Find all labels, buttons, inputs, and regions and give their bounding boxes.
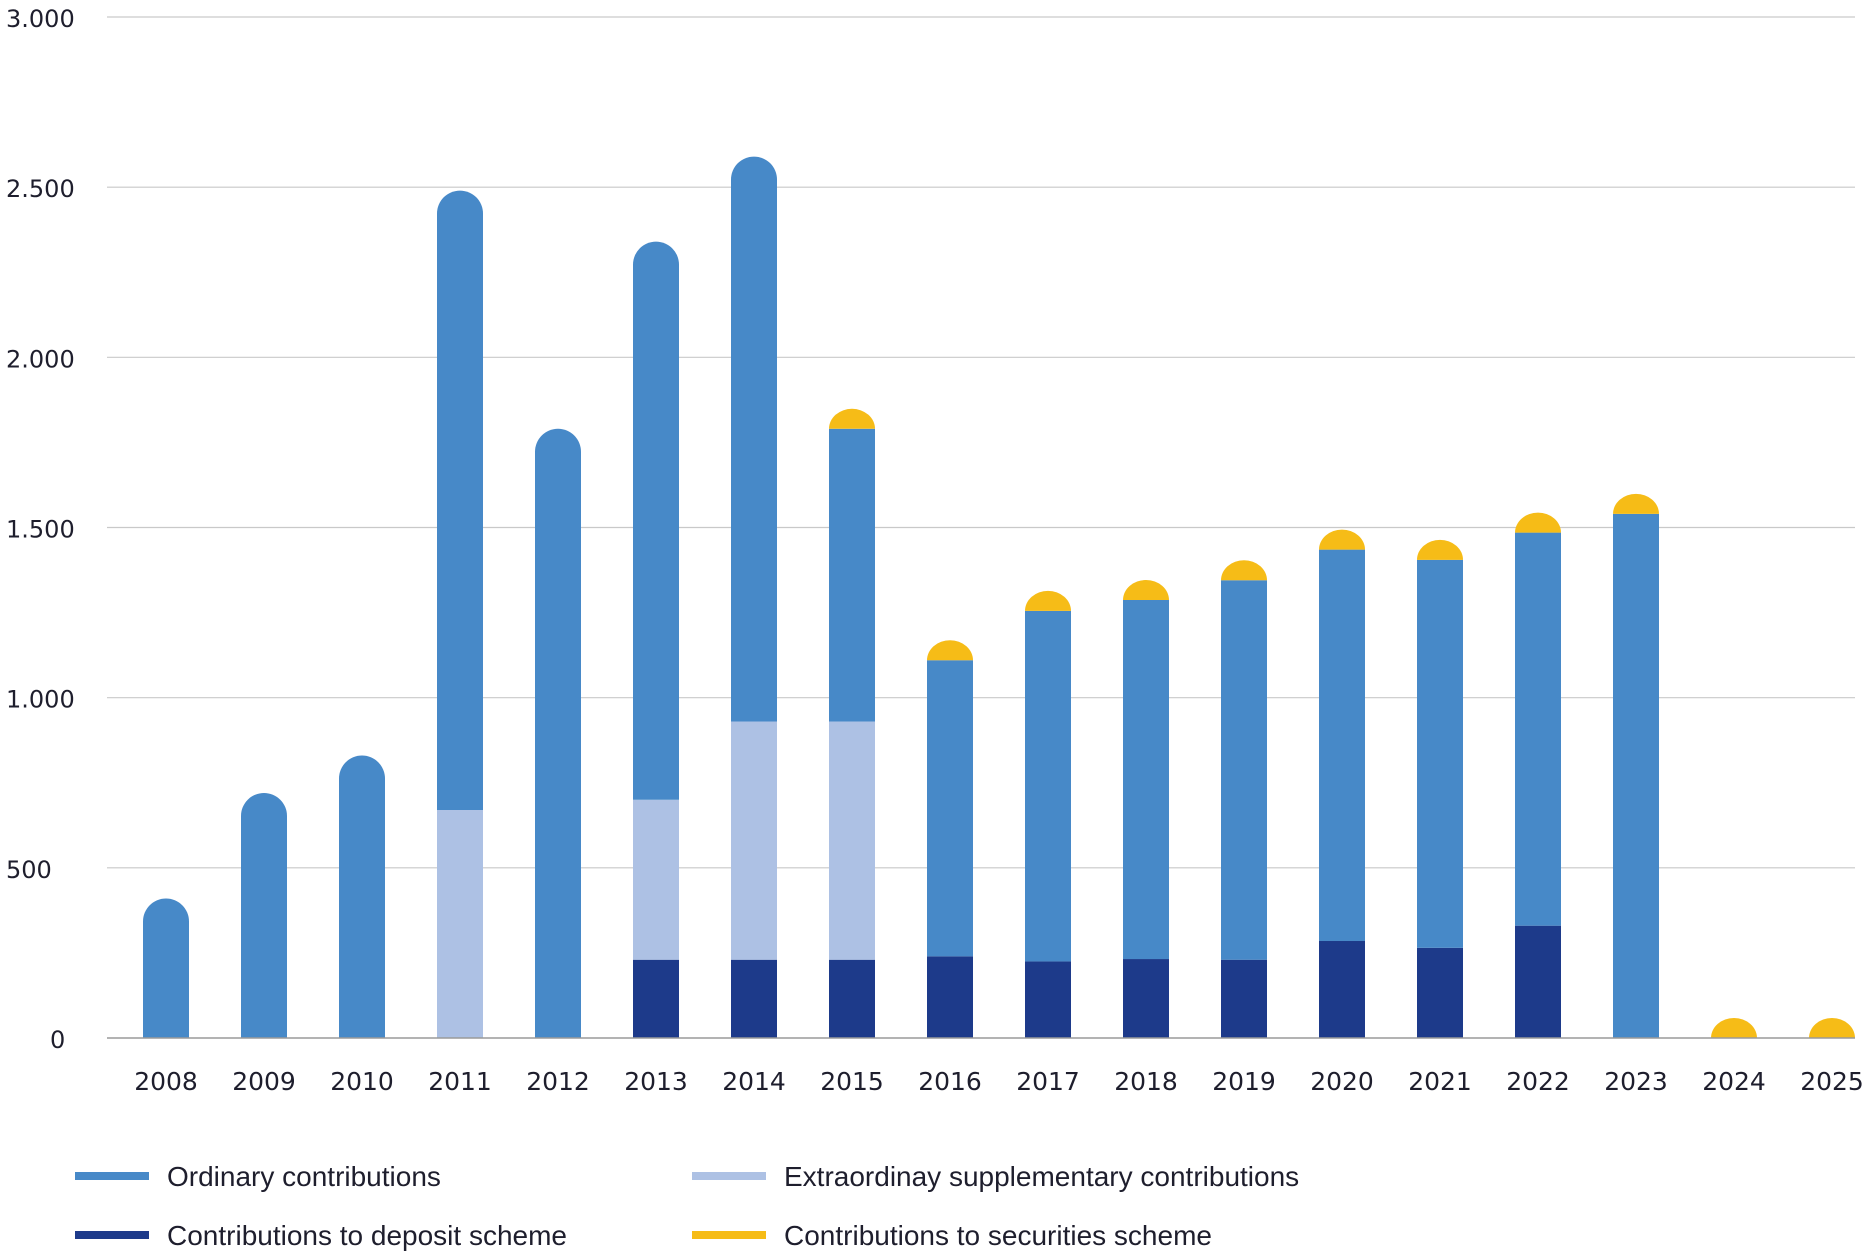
bar-segment xyxy=(1123,959,1169,1038)
x-tick-label: 2013 xyxy=(624,1067,688,1096)
bar-segment xyxy=(535,428,581,1038)
x-tick-label: 2019 xyxy=(1212,1067,1276,1096)
bar-segment xyxy=(829,959,875,1038)
bar-segment xyxy=(633,959,679,1038)
bar-segment xyxy=(829,428,875,722)
x-tick-label: 2016 xyxy=(918,1067,982,1096)
legend: Ordinary contributions Extraordinay suppl… xyxy=(75,1161,1299,1251)
bar-segment xyxy=(241,792,287,1038)
x-tick-label: 2012 xyxy=(526,1067,590,1096)
bar-segment-securities xyxy=(1711,1018,1757,1038)
bar-segment xyxy=(731,959,777,1038)
bar-segment xyxy=(1515,925,1561,1038)
bar-segment xyxy=(633,799,679,960)
x-tick-label: 2024 xyxy=(1702,1067,1766,1096)
x-tick-label: 2011 xyxy=(428,1067,492,1096)
x-tick-label: 2021 xyxy=(1408,1067,1472,1096)
legend-label: Contributions to deposit scheme xyxy=(167,1220,567,1251)
bar-segment xyxy=(1221,580,1267,960)
bar-segment xyxy=(143,898,189,1038)
bar-segment xyxy=(1515,532,1561,926)
bar-segment xyxy=(1417,947,1463,1038)
x-tick-label: 2009 xyxy=(232,1067,296,1096)
x-tick-label: 2018 xyxy=(1114,1067,1178,1096)
bar-segment xyxy=(633,241,679,800)
bar-segment-securities xyxy=(829,408,875,429)
x-tick-label: 2020 xyxy=(1310,1067,1374,1096)
legend-label: Ordinary contributions xyxy=(167,1161,441,1192)
bars xyxy=(143,156,1855,1038)
x-tick-label: 2023 xyxy=(1604,1067,1668,1096)
bar-segment xyxy=(1221,959,1267,1038)
bar-segment xyxy=(1025,961,1071,1038)
x-tick-label: 2015 xyxy=(820,1067,884,1096)
y-tick-label: 3.000 xyxy=(6,5,75,33)
y-tick-label: 2.000 xyxy=(6,345,75,373)
x-tick-label: 2022 xyxy=(1506,1067,1570,1096)
bar-segment xyxy=(1025,610,1071,962)
bar-segment-securities xyxy=(1613,493,1659,514)
bar-segment xyxy=(1319,549,1365,942)
legend-label: Contributions to securities scheme xyxy=(784,1220,1212,1251)
bar-segment xyxy=(1613,513,1659,1038)
legend-label: Extraordinay supplementary contributions xyxy=(784,1161,1299,1192)
bar-segment-securities xyxy=(1319,529,1365,550)
x-axis-ticks: 2008 2009 2010 2011 2012 2013 2014 2015 2016 2017… xyxy=(134,1067,1864,1096)
bar-segment xyxy=(1319,941,1365,1038)
bar-segment xyxy=(437,190,483,810)
x-tick-label: 2014 xyxy=(722,1067,786,1096)
bar-segment-securities xyxy=(1809,1018,1855,1038)
x-tick-label: 2025 xyxy=(1800,1067,1864,1096)
bar-segment xyxy=(339,755,385,1038)
bar-segment xyxy=(927,956,973,1038)
bar-segment-securities xyxy=(1515,512,1561,533)
bar-segment xyxy=(731,721,777,960)
bar-segment-securities xyxy=(1221,560,1267,581)
bar-segment xyxy=(1417,559,1463,948)
bar-segment xyxy=(731,156,777,722)
y-tick-label: 2.500 xyxy=(6,175,75,203)
x-tick-label: 2008 xyxy=(134,1067,198,1096)
bar-segment xyxy=(829,721,875,960)
bar-segment xyxy=(1123,599,1169,960)
gridlines xyxy=(107,16,1855,869)
bar-segment xyxy=(437,809,483,1038)
bar-segment xyxy=(927,660,973,957)
x-tick-label: 2010 xyxy=(330,1067,394,1096)
bar-segment-securities xyxy=(1123,579,1169,600)
y-tick-label: 1.500 xyxy=(6,516,75,544)
bar-segment-securities xyxy=(1025,590,1071,611)
x-tick-label: 2017 xyxy=(1016,1067,1080,1096)
bar-segment-securities xyxy=(927,640,973,661)
y-tick-label: 500 xyxy=(6,856,52,884)
y-axis-ticks: 0 500 1.000 1.500 2.000 2.500 3.000 xyxy=(6,5,75,1054)
y-tick-label: 0 xyxy=(50,1026,65,1054)
y-tick-label: 1.000 xyxy=(6,686,75,714)
bar-segment-securities xyxy=(1417,539,1463,560)
